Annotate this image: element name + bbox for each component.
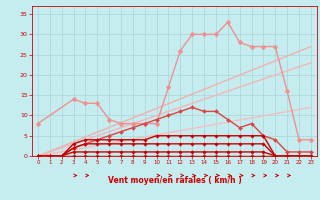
- X-axis label: Vent moyen/en rafales ( km/h ): Vent moyen/en rafales ( km/h ): [108, 176, 241, 185]
